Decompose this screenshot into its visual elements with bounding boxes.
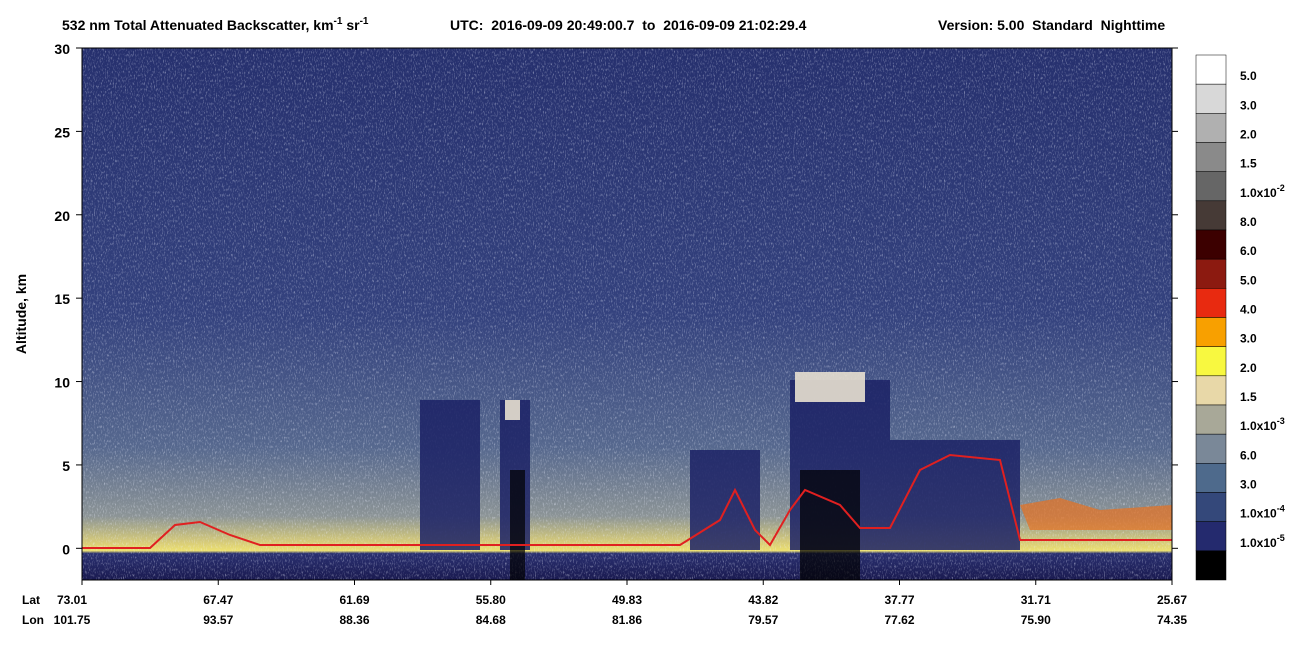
- colorbar-label: 1.0x10-2: [1240, 183, 1285, 200]
- colorbar-swatch: [1195, 171, 1227, 202]
- lon-label: 77.62: [884, 613, 914, 627]
- colorbar-label: 1.5: [1240, 157, 1257, 171]
- colorbar-swatch: [1195, 521, 1227, 552]
- colorbar-swatch: [1195, 200, 1227, 231]
- colorbar-label-superscript: -5: [1277, 533, 1285, 543]
- colorbar-label-text: 5.0: [1240, 273, 1257, 287]
- title-text: sr: [342, 17, 360, 33]
- colorbar-label: 4.0: [1240, 303, 1257, 317]
- lat-label: 43.82: [748, 593, 778, 607]
- colorbar-label-text: 1.0x10: [1240, 507, 1277, 521]
- lon-label: 75.90: [1021, 613, 1051, 627]
- lat-label: 25.67: [1157, 593, 1187, 607]
- colorbar-label: 3.0: [1240, 98, 1257, 112]
- colorbar-swatch: [1195, 317, 1227, 347]
- lat-label: 73.01: [57, 593, 87, 607]
- colorbar-swatch: [1195, 346, 1227, 377]
- lat-label: 49.83: [612, 593, 642, 607]
- colorbar-label-text: 2.0: [1240, 128, 1257, 142]
- colorbar-swatch: [1195, 288, 1227, 318]
- colorbar-label-text: 6.0: [1240, 448, 1257, 462]
- y-tick-label: 5: [62, 458, 70, 474]
- x-row-label: Lat: [22, 593, 40, 607]
- colorbar-label-text: 5.0: [1240, 69, 1257, 83]
- colorbar-label: 1.0x10-5: [1240, 533, 1285, 550]
- title-superscript: -1: [334, 16, 343, 27]
- colorbar-swatch: [1195, 83, 1227, 114]
- colorbar-label: 6.0: [1240, 448, 1257, 462]
- lat-label: 37.77: [884, 593, 914, 607]
- y-tick-label: 25: [54, 124, 70, 140]
- colorbar-label-text: 2.0: [1240, 361, 1257, 375]
- colorbar-label-superscript: -3: [1277, 416, 1285, 426]
- lat-label: 67.47: [203, 593, 233, 607]
- colorbar-label-text: 1.0x10: [1240, 536, 1277, 550]
- lon-label: 88.36: [339, 613, 369, 627]
- colorbar-swatch: [1195, 54, 1227, 85]
- lat-label: 55.80: [476, 593, 506, 607]
- colorbar-label-text: 4.0: [1240, 303, 1257, 317]
- colorbar-label-text: 1.5: [1240, 390, 1257, 404]
- colorbar-label: 1.0x10-4: [1240, 504, 1285, 521]
- colorbar-label-text: 8.0: [1240, 215, 1257, 229]
- lat-label: 31.71: [1021, 593, 1051, 607]
- colorbar-label: 2.0: [1240, 128, 1257, 142]
- colorbar-label: 3.0: [1240, 478, 1257, 492]
- lon-label: 79.57: [748, 613, 778, 627]
- colorbar-swatch: [1195, 113, 1227, 143]
- colorbar-swatch: [1195, 550, 1227, 581]
- colorbar-swatch: [1195, 492, 1227, 522]
- lon-label: 74.35: [1157, 613, 1187, 627]
- colorbar-swatch: [1195, 258, 1227, 289]
- x-row-label: Lon: [22, 613, 44, 627]
- colorbar-swatch: [1195, 229, 1227, 260]
- colorbar-label-text: 1.0x10: [1240, 186, 1277, 200]
- y-tick-label: 30: [54, 41, 70, 57]
- colorbar-label: 5.0: [1240, 69, 1257, 83]
- colorbar-label-text: 3.0: [1240, 478, 1257, 492]
- colorbar-swatch: [1195, 433, 1227, 464]
- colorbar-label: 8.0: [1240, 215, 1257, 229]
- colorbar-label-text: 1.5: [1240, 157, 1257, 171]
- lon-label: 101.75: [54, 613, 91, 627]
- colorbar-label-superscript: -2: [1277, 183, 1285, 193]
- colorbar-label-text: 6.0: [1240, 244, 1257, 258]
- title-text: 532 nm Total Attenuated Backscatter, km: [62, 17, 334, 33]
- colorbar-label: 6.0: [1240, 244, 1257, 258]
- colorbar-label-superscript: -4: [1277, 504, 1285, 514]
- y-tick-label: 10: [54, 375, 70, 391]
- y-tick-label: 0: [62, 541, 70, 557]
- version: Version: 5.00 Standard Nighttime: [938, 17, 1165, 33]
- colorbar-swatch: [1195, 375, 1227, 406]
- lon-label: 81.86: [612, 613, 642, 627]
- colorbar-swatch: [1195, 404, 1227, 435]
- colorbar-label-text: 1.0x10: [1240, 419, 1277, 433]
- colorbar-label: 3.0: [1240, 332, 1257, 346]
- title-superscript: -1: [360, 16, 369, 27]
- y-tick-label: 15: [54, 291, 70, 307]
- time-range: UTC: 2016-09-09 20:49:00.7 to 2016-09-09…: [450, 17, 807, 33]
- colorbar-label-text: 3.0: [1240, 332, 1257, 346]
- chart-title: 532 nm Total Attenuated Backscatter, km-…: [62, 16, 369, 33]
- lon-label: 84.68: [476, 613, 506, 627]
- lat-label: 61.69: [339, 593, 369, 607]
- y-tick-label: 20: [54, 208, 70, 224]
- lon-label: 93.57: [203, 613, 233, 627]
- colorbar-label: 1.0x10-3: [1240, 416, 1285, 433]
- colorbar-swatch: [1195, 142, 1227, 172]
- y-axis-label: Altitude, km: [13, 274, 29, 354]
- colorbar-label-text: 3.0: [1240, 98, 1257, 112]
- colorbar-label: 2.0: [1240, 361, 1257, 375]
- colorbar-swatch: [1195, 463, 1227, 493]
- colorbar-label: 5.0: [1240, 273, 1257, 287]
- colorbar-label: 1.5: [1240, 390, 1257, 404]
- plot-image: [81, 47, 1173, 581]
